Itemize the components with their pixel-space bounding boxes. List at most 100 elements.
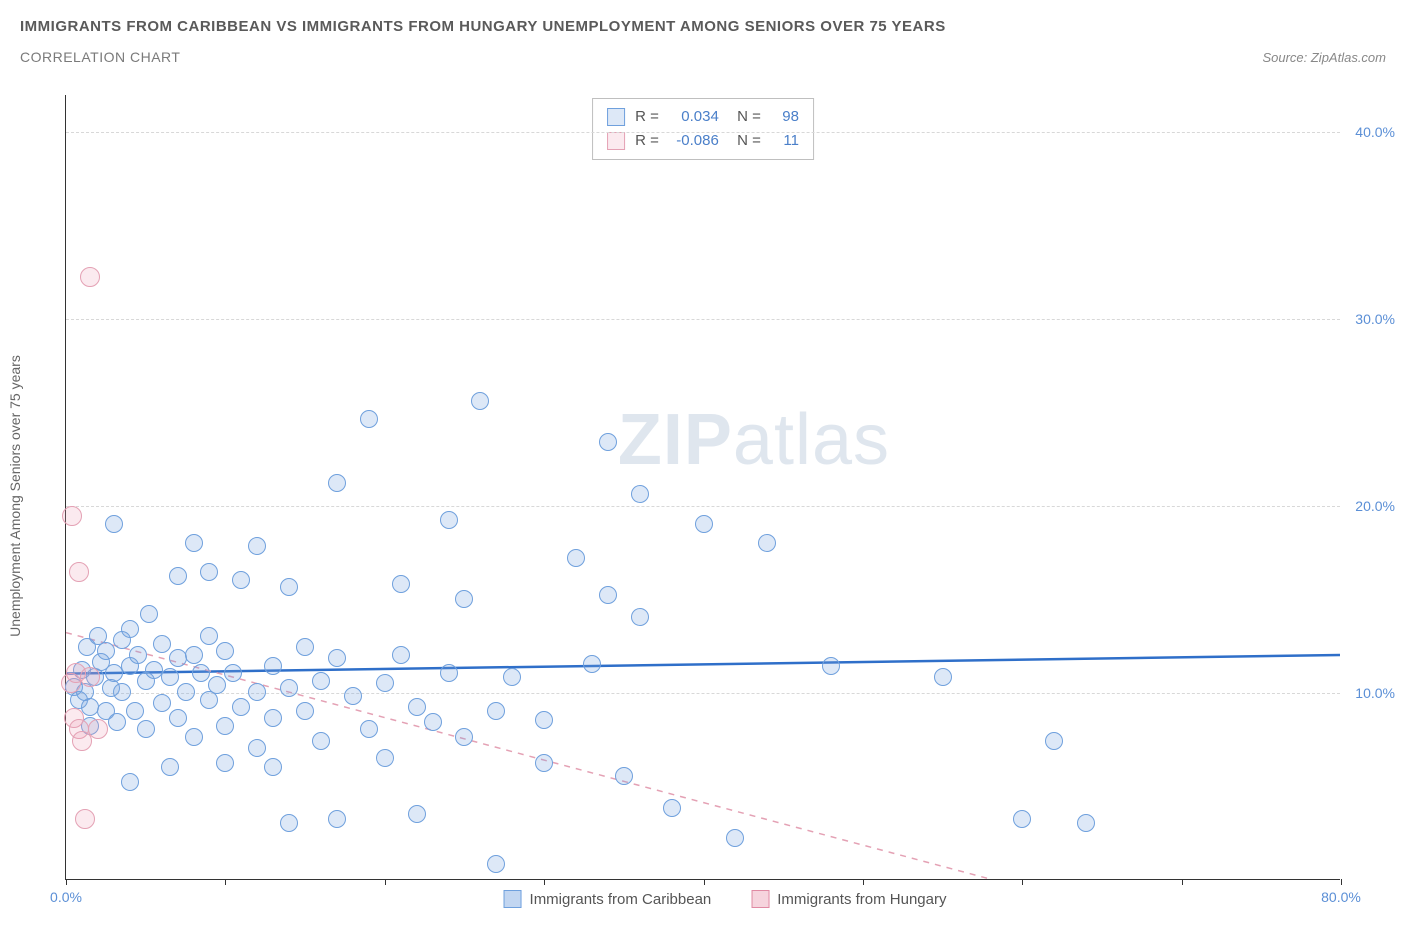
stats-row: R =0.034 N =98 xyxy=(607,105,799,129)
data-point xyxy=(280,679,298,697)
data-point xyxy=(455,728,473,746)
data-point xyxy=(695,515,713,533)
subtitle-row: CORRELATION CHART Source: ZipAtlas.com xyxy=(20,49,1386,65)
data-point xyxy=(535,711,553,729)
data-point xyxy=(392,575,410,593)
x-tick xyxy=(1022,879,1023,885)
x-tick xyxy=(225,879,226,885)
data-point xyxy=(328,649,346,667)
data-point xyxy=(216,754,234,772)
data-point xyxy=(192,664,210,682)
data-point xyxy=(344,687,362,705)
data-point xyxy=(161,758,179,776)
data-point xyxy=(108,713,126,731)
y-tick-label: 10.0% xyxy=(1355,685,1395,701)
data-point xyxy=(1045,732,1063,750)
data-point xyxy=(360,720,378,738)
trend-line xyxy=(66,655,1340,674)
stat-r-value: 0.034 xyxy=(669,105,719,129)
source-name: ZipAtlas.com xyxy=(1311,50,1386,65)
data-point xyxy=(471,392,489,410)
data-point xyxy=(69,562,89,582)
chart-area: Unemployment Among Seniors over 75 years… xyxy=(55,95,1395,880)
data-point xyxy=(280,814,298,832)
stats-box: R =0.034 N =98R =-0.086 N =11 xyxy=(592,98,814,160)
data-point xyxy=(177,683,195,701)
legend-label: Immigrants from Hungary xyxy=(777,891,946,908)
x-tick xyxy=(1182,879,1183,885)
data-point xyxy=(599,586,617,604)
data-point xyxy=(631,485,649,503)
chart-subtitle: CORRELATION CHART xyxy=(20,49,180,65)
data-point xyxy=(758,534,776,552)
source-prefix: Source: xyxy=(1262,50,1310,65)
data-point xyxy=(264,709,282,727)
data-point xyxy=(934,668,952,686)
legend-item: Immigrants from Caribbean xyxy=(504,890,712,908)
data-point xyxy=(312,672,330,690)
grid-line xyxy=(66,319,1340,320)
data-point xyxy=(296,702,314,720)
data-point xyxy=(599,433,617,451)
data-point xyxy=(248,683,266,701)
data-point xyxy=(328,810,346,828)
data-point xyxy=(216,642,234,660)
x-tick-label: 80.0% xyxy=(1321,889,1361,905)
data-point xyxy=(153,635,171,653)
data-point xyxy=(615,767,633,785)
data-point xyxy=(1013,810,1031,828)
data-point xyxy=(376,674,394,692)
data-point xyxy=(81,698,99,716)
data-point xyxy=(296,638,314,656)
data-point xyxy=(328,474,346,492)
data-point xyxy=(408,698,426,716)
series-swatch xyxy=(607,108,625,126)
chart-header: IMMIGRANTS FROM CARIBBEAN VS IMMIGRANTS … xyxy=(0,0,1406,65)
data-point xyxy=(376,749,394,767)
grid-line xyxy=(66,132,1340,133)
data-point xyxy=(224,664,242,682)
data-point xyxy=(822,657,840,675)
data-point xyxy=(185,534,203,552)
data-point xyxy=(232,571,250,589)
data-point xyxy=(185,646,203,664)
data-point xyxy=(583,655,601,673)
stat-n-value: 98 xyxy=(771,105,799,129)
data-point xyxy=(248,537,266,555)
data-point xyxy=(80,667,100,687)
data-point xyxy=(62,506,82,526)
data-point xyxy=(208,676,226,694)
watermark: ZIPatlas xyxy=(618,399,890,481)
chart-title: IMMIGRANTS FROM CARIBBEAN VS IMMIGRANTS … xyxy=(20,18,1386,35)
data-point xyxy=(280,578,298,596)
data-point xyxy=(264,758,282,776)
data-point xyxy=(153,694,171,712)
x-tick xyxy=(704,879,705,885)
x-tick-label: 0.0% xyxy=(50,889,82,905)
data-point xyxy=(440,664,458,682)
data-point xyxy=(487,855,505,873)
legend-label: Immigrants from Caribbean xyxy=(530,891,712,908)
data-point xyxy=(567,549,585,567)
data-point xyxy=(80,267,100,287)
data-point xyxy=(360,410,378,428)
plot-region: ZIPatlas R =0.034 N =98R =-0.086 N =11 1… xyxy=(65,95,1340,880)
data-point xyxy=(137,720,155,738)
data-point xyxy=(121,620,139,638)
x-tick xyxy=(863,879,864,885)
watermark-bold: ZIP xyxy=(618,400,733,480)
data-point xyxy=(161,668,179,686)
data-point xyxy=(126,702,144,720)
data-point xyxy=(121,773,139,791)
data-point xyxy=(440,511,458,529)
data-point xyxy=(631,608,649,626)
data-point xyxy=(97,642,115,660)
data-point xyxy=(169,567,187,585)
data-point xyxy=(392,646,410,664)
data-point xyxy=(232,698,250,716)
x-tick xyxy=(385,879,386,885)
data-point xyxy=(424,713,442,731)
legend-swatch xyxy=(751,890,769,908)
data-point xyxy=(105,515,123,533)
data-point xyxy=(169,709,187,727)
